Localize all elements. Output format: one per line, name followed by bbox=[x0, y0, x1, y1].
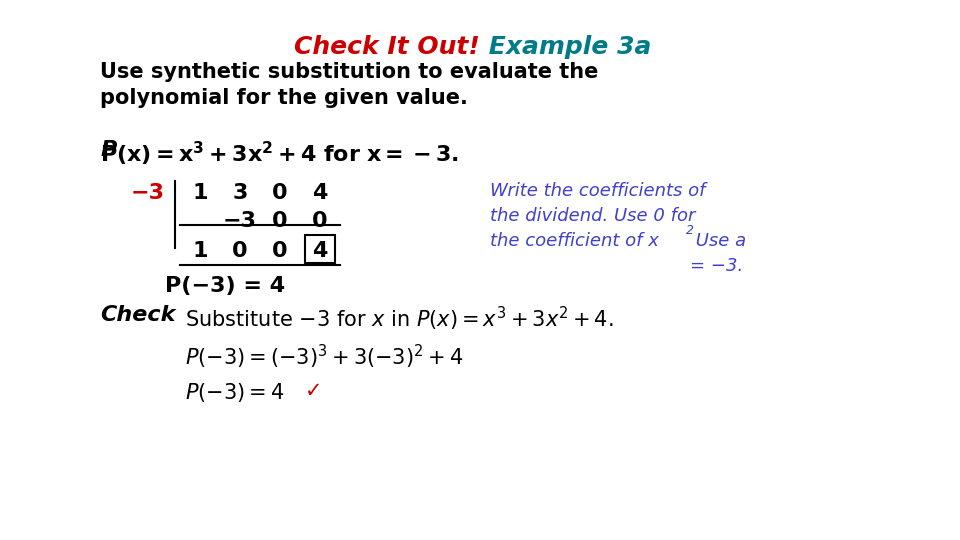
Text: P(−3) = 4: P(−3) = 4 bbox=[165, 276, 285, 296]
Text: Example 3a: Example 3a bbox=[480, 35, 652, 59]
Text: −3: −3 bbox=[223, 211, 257, 231]
Text: 1: 1 bbox=[192, 183, 207, 203]
Text: −3: −3 bbox=[131, 183, 165, 203]
Text: ✓: ✓ bbox=[305, 381, 323, 401]
Text: 2: 2 bbox=[686, 224, 694, 237]
Text: Substitute $-3$ for $x$ in $P(x) = x^3 + 3x^2 + 4.$: Substitute $-3$ for $x$ in $P(x) = x^3 +… bbox=[185, 305, 613, 333]
Text: Use a
= −3.: Use a = −3. bbox=[690, 232, 746, 275]
Text: $\mathbf{P(x) = x^3 + 3x^2 + 4\ for\ x = -3.}$: $\mathbf{P(x) = x^3 + 3x^2 + 4\ for\ x =… bbox=[100, 140, 459, 168]
Text: 1: 1 bbox=[192, 241, 207, 261]
Text: $\bfit{P}$: $\bfit{P}$ bbox=[100, 140, 118, 160]
Text: 4: 4 bbox=[312, 241, 327, 261]
Text: 0: 0 bbox=[232, 241, 248, 261]
Text: 0: 0 bbox=[312, 211, 327, 231]
Text: $P(-3) = 4$: $P(-3) = 4$ bbox=[185, 381, 284, 404]
Text: Use synthetic substitution to evaluate the
polynomial for the given value.: Use synthetic substitution to evaluate t… bbox=[100, 62, 598, 109]
Text: Write the coefficients of
the dividend. Use 0 for
the coefficient of x: Write the coefficients of the dividend. … bbox=[490, 182, 706, 250]
Text: 3: 3 bbox=[232, 183, 248, 203]
Text: 0: 0 bbox=[273, 183, 288, 203]
Text: 0: 0 bbox=[273, 211, 288, 231]
Text: 0: 0 bbox=[273, 241, 288, 261]
Text: Check: Check bbox=[100, 305, 176, 325]
Text: Check It Out!: Check It Out! bbox=[295, 35, 480, 59]
Text: $P(-3) = (-3)^3 + 3(-3)^2 + 4$: $P(-3) = (-3)^3 + 3(-3)^2 + 4$ bbox=[185, 343, 464, 371]
Text: 4: 4 bbox=[312, 183, 327, 203]
